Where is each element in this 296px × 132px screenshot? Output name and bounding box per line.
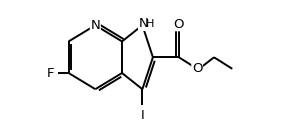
Text: I: I	[141, 109, 144, 122]
Text: H: H	[146, 19, 154, 29]
Text: O: O	[174, 18, 184, 31]
Text: N: N	[139, 17, 148, 30]
Text: F: F	[47, 67, 54, 79]
Text: O: O	[192, 62, 202, 75]
Text: N: N	[91, 19, 100, 32]
